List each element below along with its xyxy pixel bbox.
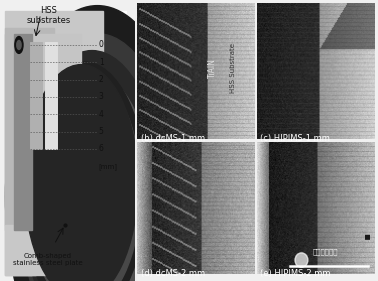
Text: 2: 2 (99, 75, 104, 84)
Text: (d) dcMS-2 mm: (d) dcMS-2 mm (141, 269, 205, 278)
Text: 1: 1 (99, 58, 104, 67)
Text: [mm]: [mm] (99, 163, 118, 170)
Circle shape (22, 62, 146, 281)
Text: (c) HIPIMS-1 mm: (c) HIPIMS-1 mm (260, 134, 330, 143)
Circle shape (33, 73, 152, 281)
Polygon shape (5, 225, 98, 275)
Text: 3: 3 (99, 92, 104, 101)
Text: (b) dcMS-1 mm: (b) dcMS-1 mm (141, 134, 205, 143)
Circle shape (43, 96, 141, 281)
Bar (5, 208, 103, 275)
Circle shape (17, 40, 21, 49)
Text: 5: 5 (99, 127, 104, 136)
Circle shape (24, 65, 138, 281)
Circle shape (35, 90, 133, 281)
Text: Comb-shaped
stainless steel plate: Comb-shaped stainless steel plate (12, 253, 82, 266)
Text: HSS Substrate: HSS Substrate (231, 43, 237, 93)
Text: 6: 6 (99, 144, 104, 153)
Bar (14, 34, 33, 230)
Circle shape (295, 253, 308, 268)
Text: 0: 0 (99, 40, 104, 49)
Circle shape (5, 6, 189, 281)
Text: 4: 4 (99, 110, 104, 119)
Circle shape (22, 51, 163, 281)
Text: TiAlN: TiAlN (208, 58, 217, 78)
Circle shape (15, 37, 23, 53)
Text: (e) HIPIMS-2 mm: (e) HIPIMS-2 mm (260, 269, 331, 278)
Bar (30, 42, 42, 149)
Bar (14, 34, 81, 230)
Circle shape (27, 73, 141, 281)
Text: 真空装备专家: 真空装备专家 (312, 249, 338, 255)
Circle shape (19, 34, 176, 281)
Bar (5, 28, 54, 230)
Bar (45, 42, 57, 149)
Text: HSS
substrates: HSS substrates (26, 6, 71, 25)
Bar (5, 11, 103, 275)
Bar (5, 34, 35, 225)
